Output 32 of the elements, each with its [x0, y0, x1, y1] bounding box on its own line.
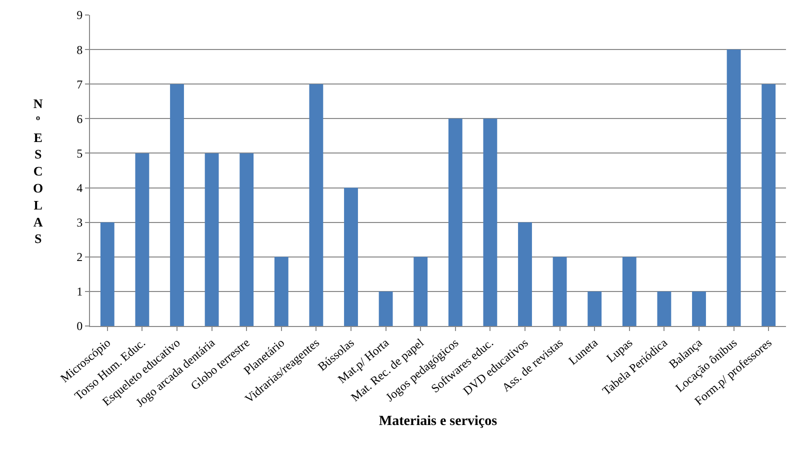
bar: [448, 118, 462, 326]
bar: [657, 291, 672, 326]
bar: [240, 153, 254, 326]
bar: [170, 84, 184, 326]
bar: [274, 256, 288, 326]
text: Nº ESCOLAS: [33, 96, 44, 246]
bar: [378, 291, 393, 326]
bar: [552, 256, 567, 326]
y-tick-label: 8: [76, 42, 83, 57]
y-tick-label: 1: [76, 284, 83, 299]
y-tick-label: 2: [76, 250, 83, 264]
y-tick-label: 9: [76, 8, 83, 22]
bar: [726, 50, 741, 326]
bar: [344, 188, 358, 326]
y-tick-label: 0: [76, 319, 83, 334]
y-tick-label: 5: [76, 146, 83, 160]
bar: [483, 118, 498, 326]
bar: [204, 153, 219, 326]
bar: [622, 256, 636, 326]
bar: [135, 153, 150, 326]
bar: [309, 84, 324, 326]
y-tick-label: 7: [76, 77, 83, 92]
x-axis-title: Materiais e serviços: [378, 414, 498, 429]
y-tick-label: 6: [76, 112, 83, 126]
bar: [414, 256, 428, 326]
bar: [762, 84, 776, 326]
bar: [692, 291, 706, 326]
y-tick-label: 3: [76, 216, 83, 230]
y-tick-label: 4: [76, 180, 83, 195]
bar: [100, 222, 114, 326]
bar: [518, 222, 532, 326]
bar: [588, 291, 602, 326]
